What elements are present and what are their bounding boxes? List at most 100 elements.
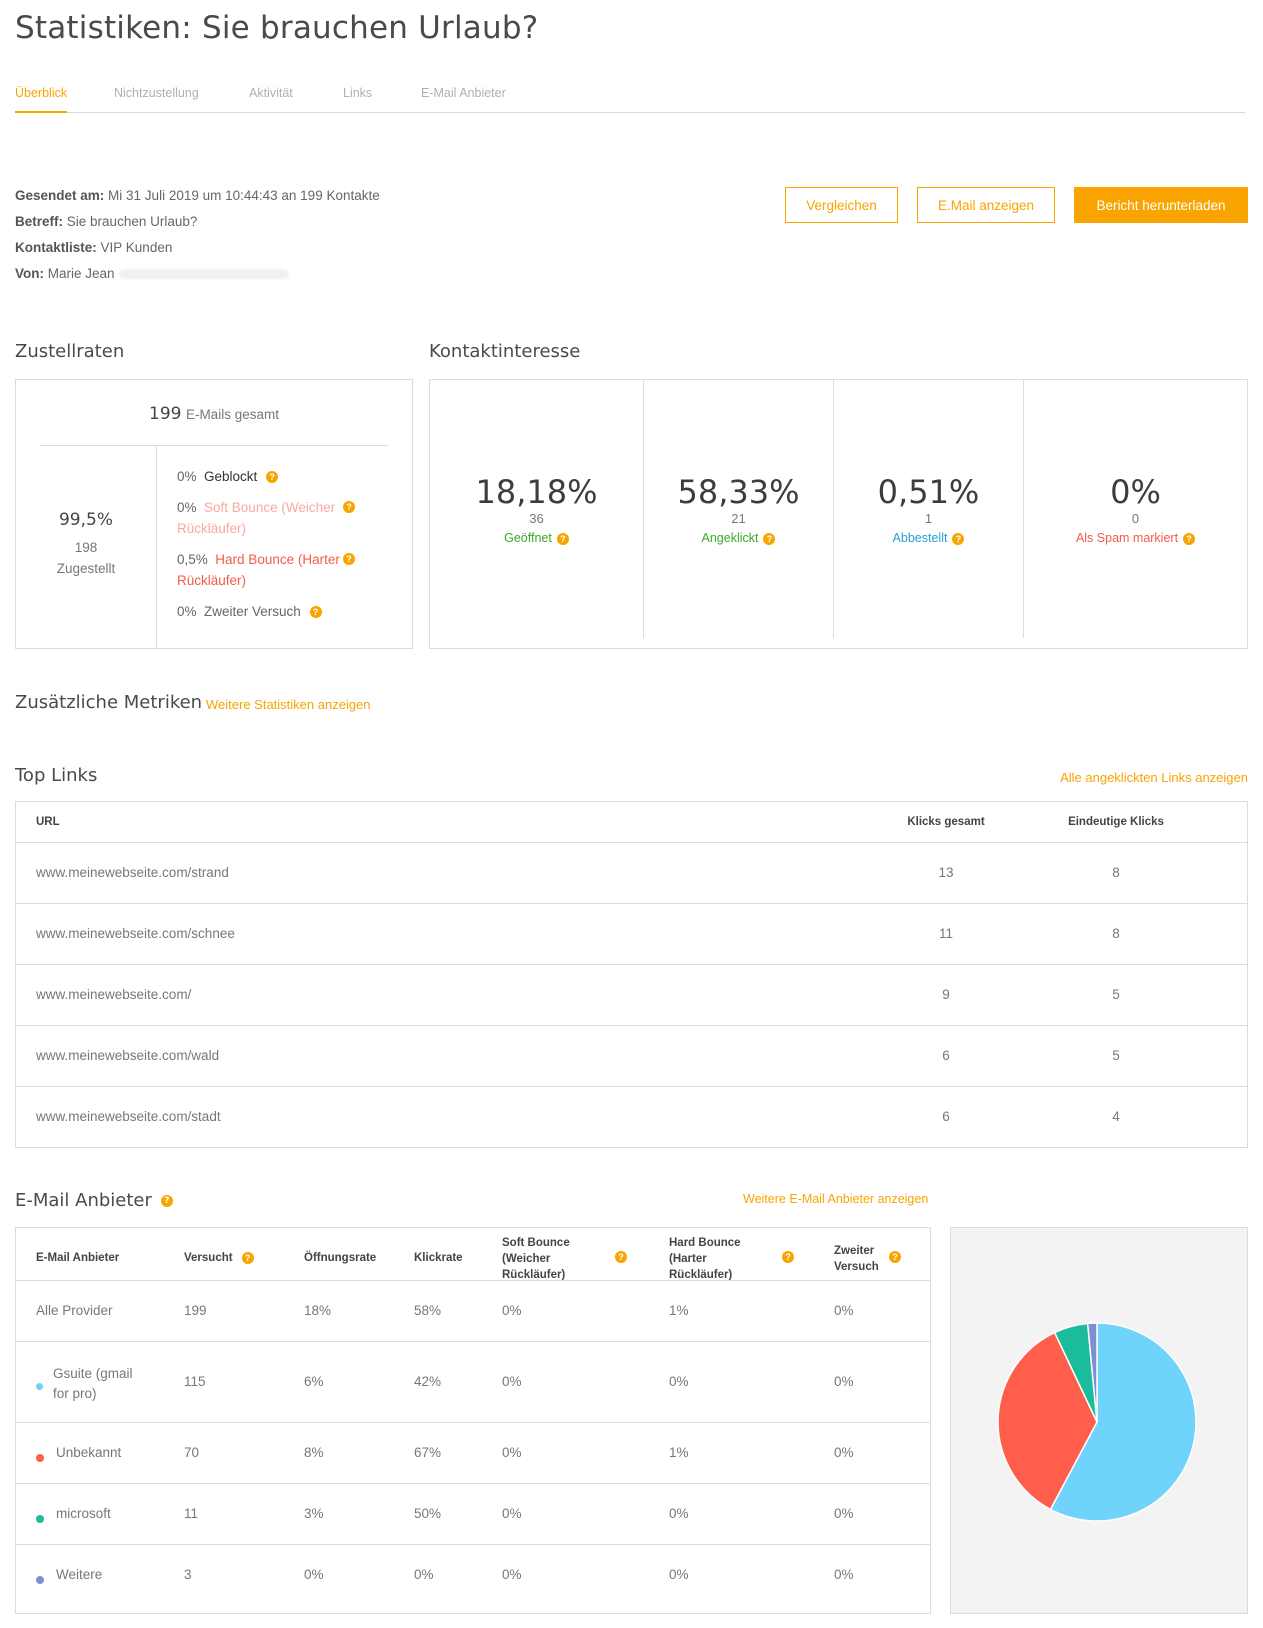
help-icon[interactable]: ?	[782, 1251, 794, 1263]
sent-info: Gesendet am: Mi 31 Juli 2019 um 10:44:43…	[15, 188, 380, 203]
link-url[interactable]: www.meinewebseite.com/schnee	[36, 926, 235, 941]
help-icon[interactable]: ?	[763, 532, 776, 545]
spam-label: Als Spam markiert	[1075, 531, 1179, 545]
provider-click-rate: 67%	[414, 1445, 442, 1460]
provider-pie-chart	[997, 1322, 1197, 1522]
column-header-click-rate: Klickrate	[414, 1252, 463, 1264]
provider-name: Weitere	[56, 1567, 103, 1582]
tab-links[interactable]: Links	[343, 86, 373, 100]
delivered-block: 99,5% 198 Zugestellt	[16, 510, 156, 576]
provider-hard-bounce: 1%	[669, 1445, 689, 1460]
help-icon[interactable]: ?	[343, 501, 355, 513]
more-providers-link[interactable]: Weitere E-Mail Anbieter anzeigen	[743, 1192, 929, 1206]
show-email-button[interactable]: E.Mail anzeigen	[917, 187, 1055, 223]
link-total-clicks: 13	[938, 865, 954, 880]
opened-label: Geöffnet	[504, 531, 552, 545]
link-url[interactable]: www.meinewebseite.com/wald	[36, 1048, 220, 1063]
column-header-provider: E-Mail Anbieter	[36, 1252, 120, 1264]
spam-cell: 0% 0 Als Spam markiert?	[1024, 380, 1247, 638]
clicked-cell: 58,33% 21 Angeklickt?	[644, 380, 834, 638]
provider-name: Unbekannt	[56, 1445, 122, 1460]
help-icon[interactable]: ?	[309, 606, 322, 619]
contact-list-label: Kontaktliste:	[15, 240, 97, 255]
retry-label: Zweiter Versuch	[204, 604, 301, 619]
delivered-pct: 99,5%	[58, 510, 113, 530]
from-value: Marie Jean	[47, 266, 115, 281]
clicked-label-row: Angeklickt?	[644, 531, 833, 545]
table-row: www.meinewebseite.com/ 9 5	[16, 964, 1247, 1026]
page-title: Statistiken: Sie brauchen Urlaub?	[15, 10, 539, 46]
link-url[interactable]: www.meinewebseite.com/strand	[36, 865, 229, 880]
link-total-clicks: 11	[938, 926, 953, 941]
help-icon[interactable]: ?	[556, 532, 569, 545]
provider-name: microsoft	[56, 1506, 111, 1521]
total-emails: 199 E-Mails gesamt	[16, 404, 412, 424]
link-unique-clicks: 5	[1112, 987, 1120, 1002]
help-icon[interactable]: ?	[889, 1251, 901, 1263]
help-icon[interactable]: ?	[1183, 532, 1196, 545]
opened-cell: 18,18% 36 Geöffnet?	[430, 380, 644, 638]
provider-hard-bounce: 0%	[669, 1374, 689, 1389]
link-url[interactable]: www.meinewebseite.com/stadt	[36, 1109, 221, 1124]
provider-click-rate: 58%	[414, 1303, 442, 1318]
help-icon[interactable]: ?	[615, 1251, 627, 1263]
column-header-open-rate: Öffnungsrate	[304, 1252, 377, 1264]
retry-pct: 0%	[177, 604, 197, 619]
table-row: Unbekannt 70 8% 67% 0% 1% 0%	[16, 1422, 930, 1484]
column-header-total-clicks: Klicks gesamt	[907, 816, 985, 828]
subject-label: Betreff:	[15, 214, 64, 229]
email-providers-title: E-Mail Anbieter?	[15, 1190, 173, 1211]
download-report-button[interactable]: Bericht herunterladen	[1074, 187, 1248, 223]
contact-list-info: Kontaktliste: VIP Kunden	[15, 240, 172, 255]
table-row: www.meinewebseite.com/strand 13 8	[16, 842, 1247, 904]
column-header-hard-bounce: Hard Bounce (Harter Rückläufer)	[669, 1237, 741, 1281]
soft-bounce-row: 0% Soft Bounce (Weicher Rückläufer)	[177, 497, 357, 539]
pie-slice-unbekannt[interactable]	[997, 1331, 1098, 1511]
tab-aktivitaet[interactable]: Aktivität	[249, 86, 293, 100]
link-unique-clicks: 8	[1112, 926, 1120, 941]
help-icon[interactable]: ?	[160, 1195, 173, 1207]
hard-bounce-pct: 0,5%	[177, 552, 208, 567]
compare-button[interactable]: Vergleichen	[785, 187, 898, 223]
legend-dot	[36, 1510, 54, 1528]
contact-list-value: VIP Kunden	[100, 240, 173, 255]
provider-pie-panel	[950, 1227, 1248, 1614]
table-row: Weitere 3 0% 0% 0% 0% 0%	[16, 1544, 930, 1615]
delivered-label: Zugestellt	[56, 561, 116, 576]
blurred-email	[118, 269, 289, 280]
more-stats-link[interactable]: Weitere Statistiken anzeigen	[206, 697, 371, 712]
link-url[interactable]: www.meinewebseite.com/	[36, 987, 192, 1002]
subject-info: Betreff: Sie brauchen Urlaub?	[15, 214, 197, 229]
provider-soft-bounce: 0%	[502, 1303, 522, 1318]
kontaktinteresse-box: 18,18% 36 Geöffnet? 58,33% 21 Angeklickt…	[429, 379, 1248, 649]
help-icon[interactable]: ?	[241, 1252, 254, 1264]
legend-dot	[36, 1449, 54, 1467]
kontaktinteresse-title: Kontaktinteresse	[429, 341, 581, 362]
provider-retry: 0%	[834, 1506, 854, 1521]
soft-bounce-pct: 0%	[177, 500, 197, 515]
hard-bounce-label-line2: Rückläufer)	[177, 573, 247, 588]
provider-open-rate: 8%	[304, 1445, 324, 1460]
pie-slice-gsuite-gmail-for-pro-[interactable]	[1049, 1322, 1197, 1522]
tab-ueberblick[interactable]: Überblick	[15, 86, 68, 113]
link-unique-clicks: 4	[1112, 1109, 1120, 1124]
help-icon[interactable]: ?	[952, 532, 965, 545]
help-icon[interactable]: ?	[266, 471, 279, 484]
provider-retry: 0%	[834, 1303, 854, 1318]
tab-nichtzustellung[interactable]: Nichtzustellung	[114, 86, 199, 100]
provider-attempted: 3	[184, 1567, 192, 1582]
spam-count: 0	[1131, 511, 1140, 526]
help-icon[interactable]: ?	[343, 553, 355, 565]
tab-email-anbieter[interactable]: E-Mail Anbieter	[421, 86, 506, 100]
soft-bounce-label-line2: Rückläufer)	[177, 521, 247, 536]
hard-bounce-label: Hard Bounce (Harter	[215, 552, 340, 567]
unsubscribed-label-row: Abbestellt?	[834, 531, 1023, 545]
zustellraten-title: Zustellraten	[15, 341, 125, 362]
provider-soft-bounce: 0%	[502, 1445, 522, 1460]
blocked-row: 0% Geblockt ?	[177, 466, 279, 487]
total-count: 199	[149, 404, 182, 424]
column-header-unique-clicks: Eindeutige Klicks	[1068, 816, 1164, 828]
all-clicked-links-link[interactable]: Alle angeklickten Links anzeigen	[1060, 770, 1248, 785]
clicked-count: 21	[731, 511, 746, 526]
pie-slice-weitere[interactable]	[1086, 1322, 1098, 1423]
